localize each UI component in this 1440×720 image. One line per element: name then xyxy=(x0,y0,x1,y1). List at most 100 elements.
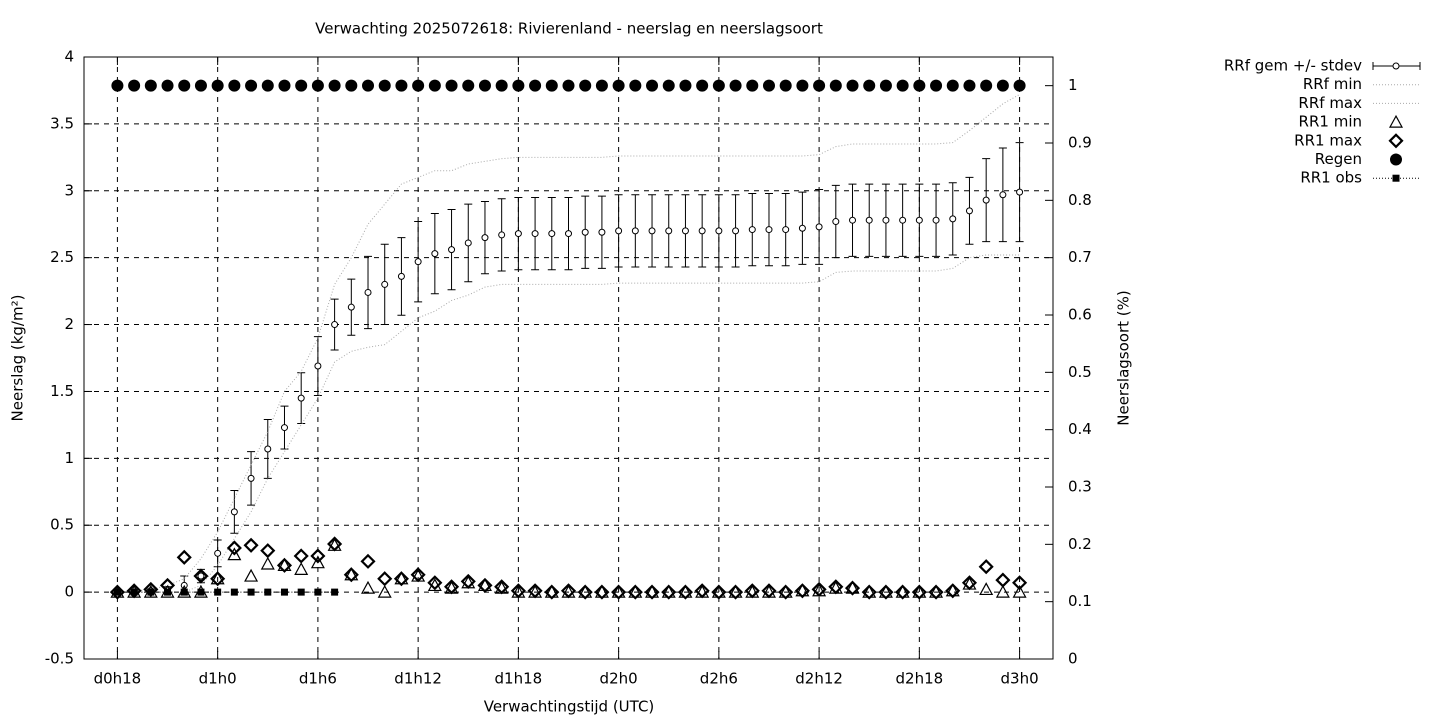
point xyxy=(161,79,174,92)
point xyxy=(228,79,241,92)
point xyxy=(648,227,656,235)
point xyxy=(210,571,226,587)
point xyxy=(915,216,923,224)
point xyxy=(562,79,575,92)
point xyxy=(762,79,775,92)
point xyxy=(460,573,476,589)
point xyxy=(761,583,777,599)
y2-tick-label: 0.9 xyxy=(1068,134,1092,152)
point xyxy=(694,583,710,599)
point xyxy=(627,584,643,600)
point xyxy=(548,230,556,238)
y2-tick-label: 0.6 xyxy=(1068,306,1092,324)
y-tick-label: 0 xyxy=(64,583,74,601)
point xyxy=(779,79,792,92)
point xyxy=(961,575,978,591)
point xyxy=(176,549,192,565)
point xyxy=(644,584,660,600)
point xyxy=(798,224,806,232)
point xyxy=(226,540,242,556)
point xyxy=(310,548,326,564)
point xyxy=(679,79,692,92)
point xyxy=(911,584,927,600)
point xyxy=(794,583,810,599)
point xyxy=(529,79,542,92)
point xyxy=(113,588,121,596)
point xyxy=(715,227,723,235)
point xyxy=(328,79,341,92)
x-tick-label: d2h0 xyxy=(600,670,638,688)
point xyxy=(828,579,844,595)
y-tick-label: 3 xyxy=(64,181,74,199)
y-axis-label: Neerslag (kg/m²) xyxy=(9,295,27,422)
legend-label: RRf gem +/- stdev xyxy=(1224,57,1362,75)
point xyxy=(327,536,343,552)
point xyxy=(414,258,422,266)
point xyxy=(646,79,659,92)
point xyxy=(377,571,393,587)
y2-axis-label: Neerslagsoort (%) xyxy=(1115,290,1133,425)
point xyxy=(147,588,155,596)
point xyxy=(343,567,359,583)
point xyxy=(445,79,458,92)
point xyxy=(448,246,456,254)
point xyxy=(677,584,694,600)
point xyxy=(193,568,209,584)
point xyxy=(464,239,472,247)
point xyxy=(846,79,859,92)
point xyxy=(510,583,526,599)
point xyxy=(746,79,759,92)
point xyxy=(227,547,242,561)
point xyxy=(829,79,842,92)
point xyxy=(393,571,409,587)
point xyxy=(278,79,291,92)
point xyxy=(729,79,742,92)
point xyxy=(431,250,439,258)
point xyxy=(514,230,522,238)
point xyxy=(849,216,857,224)
y-tick-label: 4 xyxy=(64,48,74,66)
point xyxy=(178,79,191,92)
point xyxy=(111,79,124,92)
point xyxy=(260,556,275,570)
legend-label: RRf min xyxy=(1303,75,1362,93)
y2-tick-label: 0.1 xyxy=(1068,592,1092,610)
point xyxy=(245,79,258,92)
point xyxy=(214,549,222,557)
point xyxy=(778,584,794,600)
point xyxy=(615,227,623,235)
point xyxy=(331,321,339,329)
line xyxy=(117,94,1020,593)
point xyxy=(844,580,861,596)
point xyxy=(531,230,539,238)
point xyxy=(128,79,141,92)
point xyxy=(999,191,1007,199)
point xyxy=(598,228,606,236)
y-tick-label: 2.5 xyxy=(50,248,74,266)
point xyxy=(381,280,389,288)
y-tick-label: 2 xyxy=(64,315,74,333)
point xyxy=(995,584,1010,598)
point xyxy=(579,79,592,92)
point xyxy=(410,567,426,583)
legend-label: Regen xyxy=(1315,150,1362,168)
point xyxy=(815,223,823,231)
x-tick-label: d0h18 xyxy=(94,670,142,688)
point xyxy=(965,207,973,215)
point xyxy=(932,216,940,224)
y-tick-label: 1.5 xyxy=(50,382,74,400)
point xyxy=(164,588,172,596)
point xyxy=(728,584,744,600)
point xyxy=(662,79,675,92)
point xyxy=(665,227,673,235)
point xyxy=(247,588,255,596)
point xyxy=(377,584,392,598)
x-tick-label: d1h12 xyxy=(394,670,442,688)
point xyxy=(712,79,725,92)
x-tick-label: d1h6 xyxy=(299,670,337,688)
point xyxy=(276,557,293,573)
y2-tick-label: 0 xyxy=(1068,650,1078,668)
point xyxy=(879,79,892,92)
point xyxy=(498,231,506,239)
